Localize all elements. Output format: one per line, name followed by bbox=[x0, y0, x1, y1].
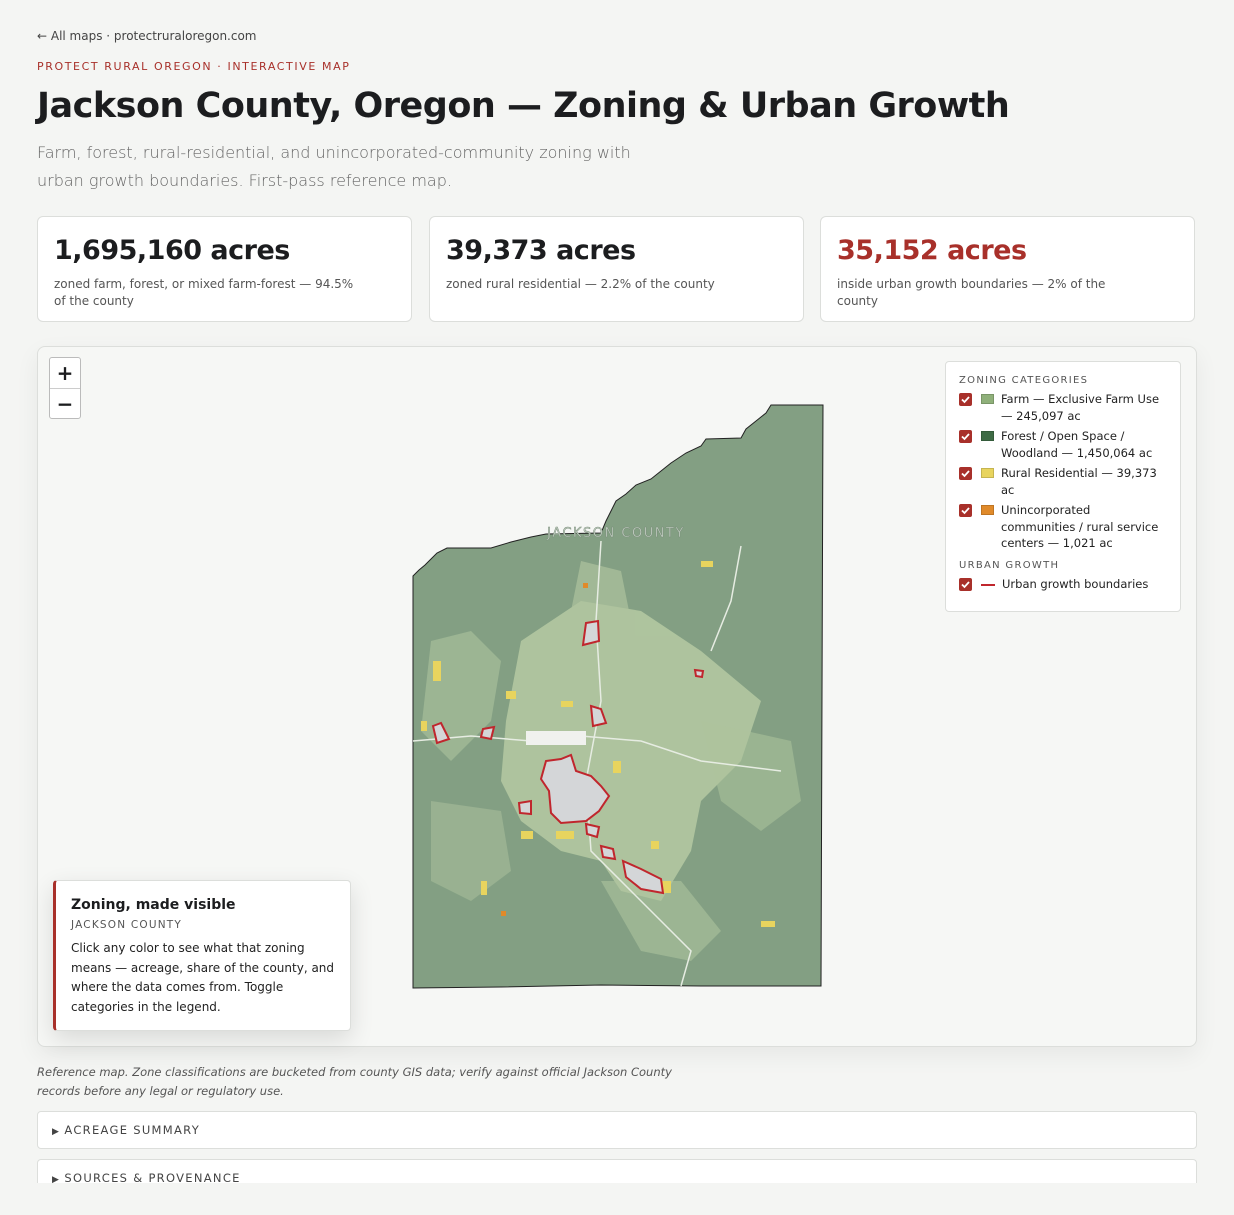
check-icon bbox=[961, 433, 970, 441]
legend-label: Rural Residential — 39,373 ac bbox=[1001, 466, 1157, 497]
growth-items: Urban growth boundaries bbox=[959, 576, 1167, 593]
legend-swatch bbox=[981, 431, 994, 441]
legend-heading: URBAN GROWTH bbox=[959, 559, 1060, 571]
info-title: Zoning, made visible bbox=[71, 897, 236, 913]
checkbox[interactable] bbox=[959, 504, 972, 517]
checkbox[interactable] bbox=[959, 430, 972, 443]
map[interactable]: JACKSON COUNTY bbox=[38, 347, 1197, 1047]
eyebrow: PROTECT RURAL OREGON · INTERACTIVE MAP bbox=[37, 60, 351, 73]
back-link[interactable]: ← All maps · protectruraloregon.com bbox=[37, 29, 257, 43]
legend-item[interactable]: Farm — Exclusive Farm Use — 245,097 ac bbox=[959, 391, 1167, 424]
subtitle: Farm, forest, rural-residential, and uni… bbox=[37, 143, 631, 190]
page-title: Jackson County, Oregon — Zoning & Urban … bbox=[37, 86, 1010, 126]
stat-value: 1,695,160 acres bbox=[54, 235, 290, 266]
checkbox[interactable] bbox=[959, 393, 972, 406]
legend-item[interactable]: Forest / Open Space / Woodland — 1,450,0… bbox=[959, 428, 1167, 461]
unincorporated[interactable] bbox=[501, 583, 588, 916]
disclaimer: Reference map. Zone classifications are … bbox=[37, 1065, 672, 1098]
checkbox[interactable] bbox=[959, 467, 972, 480]
legend-item[interactable]: Rural Residential — 39,373 ac bbox=[959, 465, 1167, 498]
zoom-in[interactable]: + bbox=[50, 358, 80, 389]
stat-caption: inside urban growth boundaries — 2% of t… bbox=[837, 277, 1106, 308]
section-toggle[interactable]: SOURCES & PROVENANCE bbox=[37, 1159, 1197, 1185]
legend-items: Farm — Exclusive Farm Use — 245,097 ac Fo… bbox=[959, 391, 1167, 552]
legend-swatch bbox=[981, 468, 994, 478]
stat-caption: zoned rural residential — 2.2% of the co… bbox=[446, 277, 715, 291]
legend-swatch bbox=[981, 394, 994, 404]
urban-growth-boundaries[interactable] bbox=[431, 619, 705, 895]
legend-swatch bbox=[981, 505, 994, 515]
legend-label: Farm — Exclusive Farm Use — 245,097 ac bbox=[1001, 392, 1160, 423]
zoom-control: + − bbox=[49, 357, 81, 419]
legend-label: Unincorporated communities / rural servi… bbox=[1001, 503, 1159, 550]
stat-card: 1,695,160 acres zoned farm, forest, or m… bbox=[37, 216, 412, 322]
check-icon bbox=[961, 396, 970, 404]
zoom-out[interactable]: − bbox=[56, 392, 74, 416]
checkbox[interactable] bbox=[959, 577, 972, 591]
county-label: JACKSON COUNTY bbox=[546, 526, 685, 541]
legend-label: Forest / Open Space / Woodland — 1,450,0… bbox=[1001, 429, 1153, 460]
info-body: Click any color to see what that zoning … bbox=[71, 941, 335, 1014]
check-icon bbox=[961, 507, 970, 515]
info-card: Zoning, made visible JACKSON COUNTY Clic… bbox=[53, 880, 351, 1031]
legend-line bbox=[981, 583, 995, 586]
stat-caption: zoned farm, forest, or mixed farm-forest… bbox=[54, 277, 354, 308]
section-toggle[interactable]: ACREAGE SUMMARY bbox=[37, 1111, 1197, 1149]
legend: ZONING CATEGORIES Farm — Exclusive Farm … bbox=[945, 361, 1181, 612]
info-subtitle: JACKSON COUNTY bbox=[71, 919, 183, 931]
stat-card: 39,373 acres zoned rural residential — 2… bbox=[429, 216, 804, 322]
legend-item[interactable]: Urban growth boundaries bbox=[959, 576, 1167, 593]
check-icon bbox=[961, 470, 970, 478]
stat-value: 39,373 acres bbox=[446, 235, 636, 266]
legend-heading: ZONING CATEGORIES bbox=[959, 375, 1089, 386]
stat-value: 35,152 acres bbox=[837, 235, 1027, 266]
check-icon bbox=[961, 580, 970, 588]
stat-card: 35,152 acres inside urban growth boundar… bbox=[820, 216, 1195, 322]
legend-label: Urban growth boundaries bbox=[1002, 576, 1149, 591]
rural-residential[interactable] bbox=[421, 561, 775, 927]
legend-item[interactable]: Unincorporated communities / rural servi… bbox=[959, 502, 1167, 552]
